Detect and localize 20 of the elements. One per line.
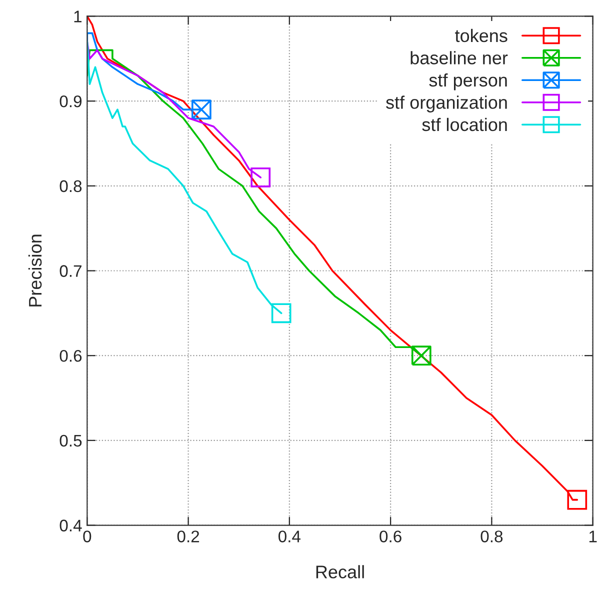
y-tick-label: 0.5 [60, 434, 82, 447]
x-tick-label: 1 [589, 530, 597, 542]
x-tick-label: 0.4 [278, 530, 301, 542]
y-tick-label: 0.9 [60, 95, 82, 108]
y-tick-label: 0.4 [60, 520, 82, 532]
y-axis-title: Precision [28, 234, 42, 306]
legend-label: stf organization [386, 96, 507, 112]
legend-label: baseline ner [410, 51, 508, 64]
legend-label: stf person [429, 73, 507, 90]
x-axis-title: Recall [316, 565, 364, 578]
y-tick-label: 0.7 [60, 265, 82, 277]
x-tick-label: 0 [83, 530, 92, 542]
y-tick-label: 0.6 [60, 350, 82, 362]
x-tick-label: 0.8 [480, 530, 503, 542]
y-tick-label: 1 [74, 10, 82, 22]
y-tick-label: 0.8 [60, 180, 82, 192]
legend-label: tokens [455, 28, 508, 42]
legend-label: stf location [422, 118, 507, 132]
x-tick-label: 0.2 [177, 530, 200, 542]
x-tick-label: 0.6 [380, 530, 402, 542]
